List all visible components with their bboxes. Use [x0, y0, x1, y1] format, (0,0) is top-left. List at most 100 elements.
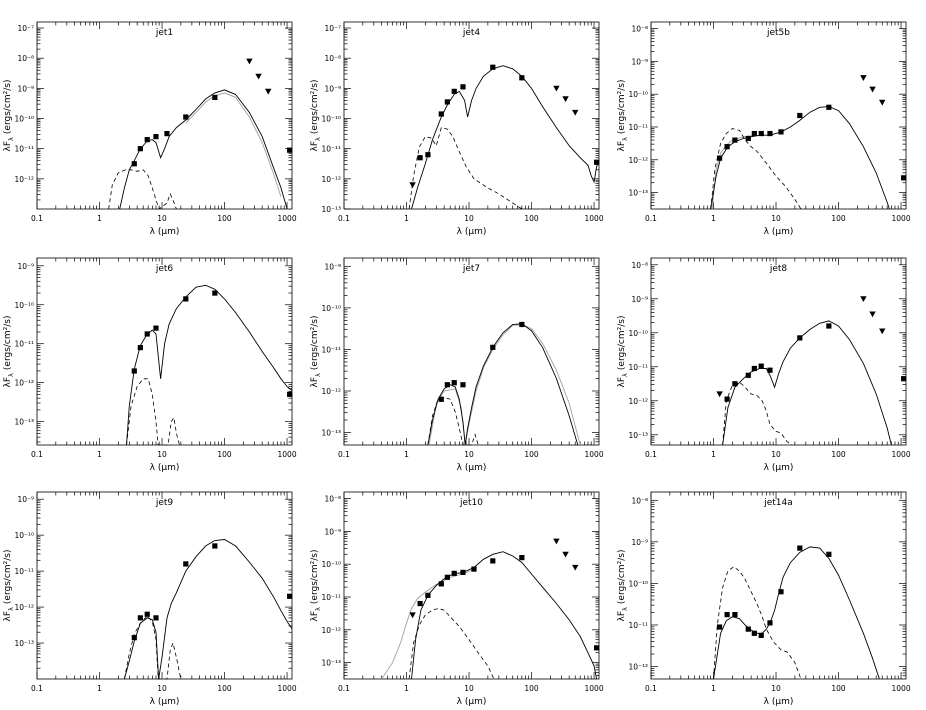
x-tick-label: 1000: [585, 214, 604, 223]
y-axis-label-sub: λ: [314, 607, 322, 611]
y-tick-label: 10⁻¹³: [321, 429, 341, 438]
data-point: [594, 159, 600, 165]
plot-frame: [343, 21, 600, 210]
model-curve: [427, 323, 579, 446]
plot-frame: [650, 257, 907, 446]
data-point: [519, 321, 525, 328]
data-point: [471, 566, 477, 572]
data-point: [131, 161, 137, 167]
x-tick-label: 1: [711, 450, 716, 459]
data-point: [287, 391, 293, 397]
upper-limit-marker: [409, 182, 416, 189]
y-tick-label: 10⁻⁹: [324, 262, 341, 271]
data-point: [732, 137, 738, 143]
upper-limit-marker: [572, 109, 579, 116]
y-tick-label: 10⁻⁹: [324, 84, 341, 93]
y-tick-label: 10⁻¹⁰: [628, 579, 648, 588]
y-axis-label-main: λF: [617, 141, 627, 152]
y-axis-label: λFλ (ergs/cm²/s): [310, 80, 322, 152]
y-tick-label: 10⁻⁸: [631, 25, 648, 34]
x-tick-label: 10: [771, 450, 781, 459]
x-tick-label: 10: [464, 684, 474, 693]
x-axis-label: λ (μm): [150, 227, 180, 237]
data-point: [767, 620, 773, 626]
x-tick-label: 1: [404, 450, 409, 459]
data-point: [438, 581, 444, 587]
data-point: [826, 323, 832, 329]
x-tick-label: 1: [404, 684, 409, 693]
data-point: [519, 555, 525, 561]
data-point: [438, 111, 444, 117]
data-point: [183, 114, 189, 120]
data-point: [751, 130, 757, 137]
model-curve: [713, 546, 880, 680]
x-tick-label: 0.1: [645, 450, 657, 459]
panel-title: jet5b: [766, 28, 790, 38]
x-axis-label: λ (μm): [150, 697, 180, 707]
x-tick-label: 100: [217, 214, 232, 223]
y-tick-label: 10⁻¹³: [628, 189, 648, 198]
x-tick-label: 0.1: [31, 450, 43, 459]
upper-limit-marker: [869, 86, 876, 93]
data-point: [751, 365, 757, 372]
model-curve: [119, 89, 288, 210]
data-point: [797, 335, 803, 341]
y-tick-label: 10⁻¹¹: [628, 363, 648, 372]
x-tick-label: 1000: [585, 684, 604, 693]
y-axis-label-main: λF: [310, 141, 320, 152]
data-point: [767, 367, 773, 373]
data-point: [901, 175, 907, 181]
data-point: [778, 129, 784, 135]
data-point: [490, 558, 496, 564]
chart-panel: 0.1 1 10 100 1000 10⁻¹³ 10⁻¹² 10⁻¹¹ 10⁻¹⁰ 10⁻⁹ 10⁻…: [310, 491, 604, 707]
x-tick-label: 1: [711, 684, 716, 693]
data-point: [732, 381, 738, 387]
data-point: [901, 376, 907, 382]
y-tick-label: 10⁻¹²: [321, 387, 341, 396]
y-tick-label: 10⁻⁸: [631, 496, 648, 505]
y-axis-label: λFλ (ergs/cm²/s): [617, 80, 629, 152]
y-tick-label: 10⁻¹³: [14, 639, 34, 648]
plot-frame: [36, 21, 293, 210]
model-curve: [722, 320, 892, 446]
x-tick-label: 0.1: [645, 214, 657, 223]
alt-model-curve: [428, 324, 581, 446]
x-tick-label: 10: [157, 684, 167, 693]
y-axis-label-unit: (ergs/cm²/s): [617, 316, 627, 371]
data-point: [137, 615, 143, 621]
y-tick-label: 10⁻¹¹: [321, 145, 341, 154]
y-axis-label-sub: λ: [621, 373, 629, 377]
y-tick-label: 10⁻¹⁰: [14, 301, 34, 310]
y-axis-label: λFλ (ergs/cm²/s): [3, 316, 15, 388]
model-curve: [710, 106, 890, 210]
data-point: [212, 543, 218, 549]
y-tick-label: 10⁻⁸: [631, 261, 648, 270]
data-point: [444, 574, 450, 580]
data-point: [745, 372, 751, 378]
upper-limit-marker: [860, 296, 867, 302]
x-axis-label: λ (μm): [764, 227, 794, 237]
y-tick-label: 10⁻¹¹: [321, 593, 341, 602]
data-point: [425, 152, 431, 158]
photosphere-curve: [427, 396, 479, 446]
upper-limit-marker: [562, 551, 569, 558]
panel-title: jet4: [462, 28, 481, 38]
y-axis-label-unit: (ergs/cm²/s): [3, 316, 13, 371]
x-tick-label: 0.1: [645, 684, 657, 693]
x-tick-label: 1: [404, 214, 409, 223]
x-tick-label: 1000: [892, 214, 911, 223]
y-axis-label-unit: (ergs/cm²/s): [310, 316, 320, 371]
panel-title: jet9: [155, 498, 174, 508]
x-axis-label: λ (μm): [457, 227, 487, 237]
data-point: [594, 645, 600, 651]
x-tick-label: 0.1: [31, 684, 43, 693]
chart-panel: 0.1 1 10 100 1000 10⁻¹³ 10⁻¹² 10⁻¹¹ 10⁻¹⁰ 10⁻⁹ 10⁻…: [617, 257, 911, 473]
y-tick-label: 10⁻⁸: [324, 495, 341, 504]
data-point: [826, 551, 832, 557]
upper-limit-marker: [255, 73, 262, 80]
y-axis-label-main: λF: [310, 377, 320, 388]
upper-limit-marker: [572, 564, 579, 571]
data-point: [131, 368, 137, 374]
y-tick-label: 10⁻¹³: [628, 431, 648, 440]
y-axis-label-main: λF: [3, 611, 13, 622]
